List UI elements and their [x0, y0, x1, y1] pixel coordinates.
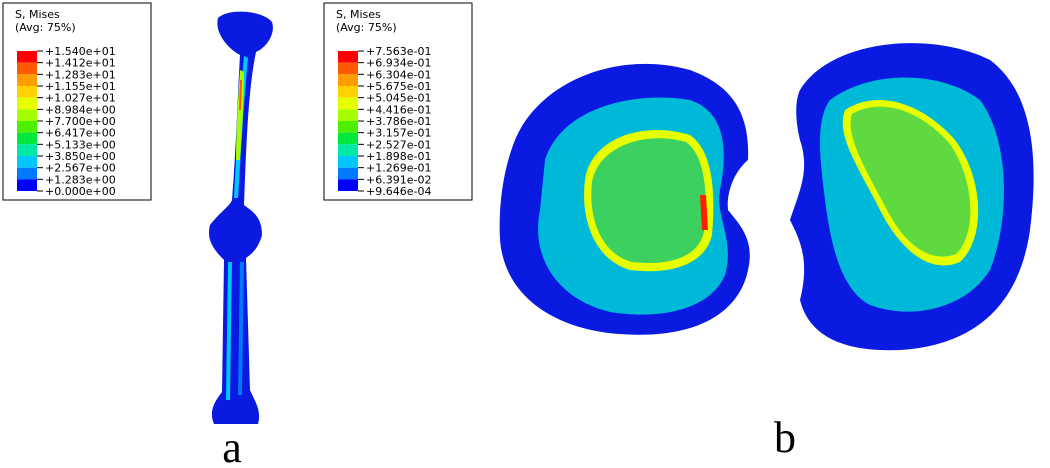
hot-spot: [700, 195, 708, 230]
legend-swatch: [338, 121, 358, 133]
legend-subtitle: (Avg: 75%): [336, 21, 397, 34]
legend-swatch: [338, 86, 358, 98]
legend-label: +9.646e-04: [366, 185, 431, 198]
panel-label: a: [222, 423, 242, 468]
legend-label: +0.000e+00: [45, 185, 116, 198]
legend-label: +3.157e-01: [366, 127, 431, 140]
legend-label: +6.391e-02: [366, 173, 431, 186]
legend-label: +3.850e+00: [45, 150, 116, 163]
panel-label: b: [774, 413, 796, 462]
legend-swatch: [338, 144, 358, 156]
contour-core: [850, 106, 971, 257]
legend-swatch: [17, 62, 37, 75]
legend-label: +1.283e+00: [45, 173, 116, 186]
legend-swatch: [17, 109, 37, 121]
legend-swatch: [17, 179, 37, 191]
legend-swatch: [338, 74, 358, 86]
legend-swatch: [338, 109, 358, 121]
legend-label: +1.269e-01: [366, 162, 431, 175]
legend-label: +6.934e-01: [366, 57, 431, 70]
legend-swatch: [17, 97, 37, 110]
legend-label: +1.155e+01: [45, 80, 116, 93]
contour-core: [591, 138, 706, 263]
legend-title: S, Mises: [15, 8, 60, 21]
legend-swatch: [338, 97, 358, 110]
legend-label: +7.700e+00: [45, 115, 116, 128]
legend-swatch: [338, 179, 358, 191]
legend-label: +5.675e-01: [366, 80, 431, 93]
right-plateau-model: [790, 43, 1034, 351]
legend-label: +3.786e-01: [366, 115, 431, 128]
legend-swatch: [17, 132, 37, 145]
legend-swatch: [338, 167, 358, 180]
legend-label: +2.567e+00: [45, 162, 116, 175]
legend-label: +1.540e+01: [45, 45, 116, 58]
legend-label: +6.417e+00: [45, 127, 116, 140]
legend-swatch: [338, 51, 358, 63]
legend-subtitle: (Avg: 75%): [15, 21, 76, 34]
legend-label: +1.898e-01: [366, 150, 431, 163]
legend-label: +4.416e-01: [366, 103, 431, 116]
legend-swatch: [17, 121, 37, 133]
stress-band: [226, 262, 232, 400]
legend-swatch: [17, 144, 37, 156]
legend-swatch: [338, 132, 358, 145]
left-plateau-model: [499, 63, 750, 335]
legend-label: +7.563e-01: [366, 45, 431, 58]
legend-swatch: [338, 62, 358, 75]
legend-label: +1.027e+01: [45, 92, 116, 105]
legend-label: +2.527e-01: [366, 138, 431, 151]
legend-swatch: [17, 51, 37, 63]
legend-swatch: [17, 167, 37, 180]
legend-swatch: [17, 86, 37, 98]
legend-label: +6.304e-01: [366, 68, 431, 81]
stress-band: [238, 262, 244, 395]
stress-band: [239, 80, 242, 110]
legend-swatch: [338, 156, 358, 168]
bone-shape: [208, 11, 273, 424]
legend-label: +5.133e+00: [45, 138, 116, 151]
leg-bone-model: [208, 11, 273, 424]
legend-label: +1.283e+01: [45, 68, 116, 81]
legend-label: +1.412e+01: [45, 57, 116, 70]
legend-swatch: [17, 156, 37, 168]
stress-band: [236, 70, 244, 160]
legend-swatch: [17, 74, 37, 86]
legend-title: S, Mises: [336, 8, 381, 21]
legend-label: +8.984e+00: [45, 103, 116, 116]
legend-label: +5.045e-01: [366, 92, 431, 105]
